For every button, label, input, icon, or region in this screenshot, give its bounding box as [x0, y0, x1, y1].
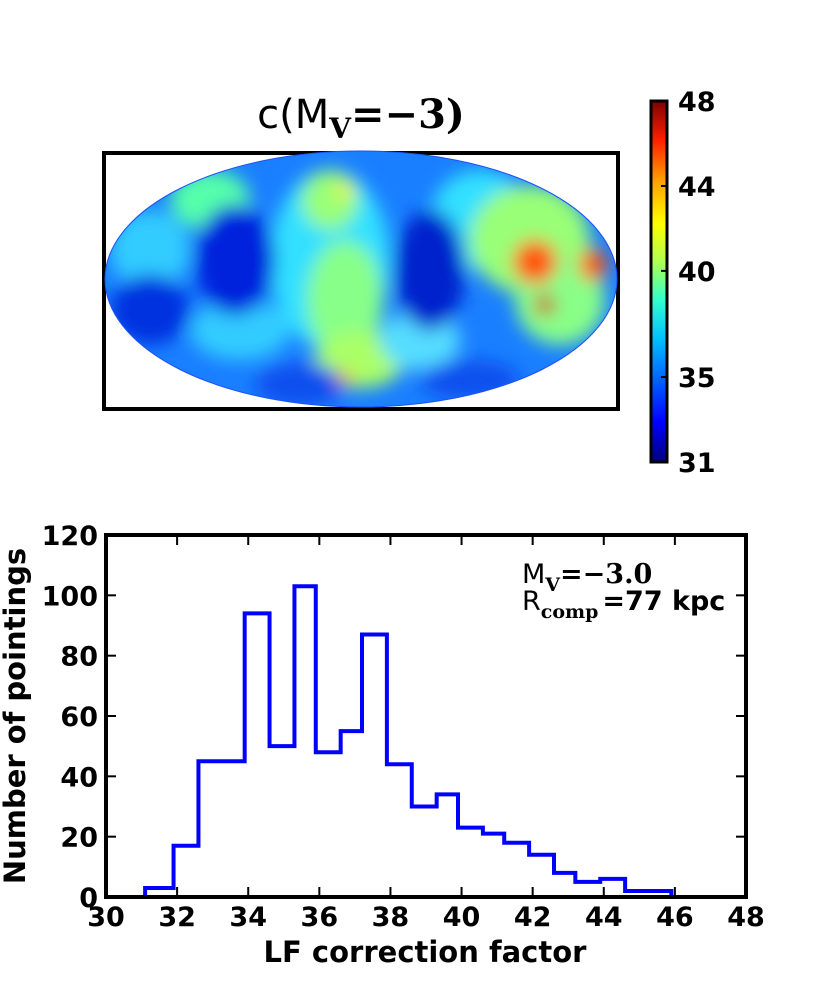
- y-tick-label: 20: [60, 823, 98, 854]
- colorbar-tick-label: 40: [678, 257, 716, 288]
- y-axis-label: Number of pointings: [0, 548, 32, 884]
- sky-map-field: [110, 170, 607, 407]
- colorbar-tick-label: 44: [678, 172, 716, 203]
- y-tick-label: 0: [79, 883, 98, 914]
- y-tick-label: 100: [42, 581, 98, 612]
- colorbar-gradient: [649, 99, 669, 464]
- x-axis-label: LF correction factor: [264, 935, 588, 969]
- histogram-bin: [270, 746, 295, 897]
- histogram-bin: [294, 586, 315, 897]
- y-tick-label: 80: [60, 642, 98, 673]
- x-tick-label: 44: [585, 902, 623, 933]
- sky-map: [105, 151, 617, 407]
- histogram-bin: [412, 807, 437, 898]
- x-tick-label: 40: [443, 902, 481, 933]
- x-tick-label: 38: [372, 902, 410, 933]
- histogram-panel: 30 32 34 36 38 40 42 44 46 48 0 20 40 60 80 100 120 LF c…: [0, 521, 765, 969]
- x-tick-label: 46: [656, 902, 694, 933]
- x-tick-label: 34: [229, 902, 267, 933]
- x-tick-label: 36: [301, 902, 339, 933]
- histogram-bin: [504, 843, 529, 897]
- annotation-magnitude: MV=−3.0: [522, 559, 652, 596]
- colorbar: 48 44 40 35 31: [649, 87, 716, 479]
- x-tick-label: 42: [514, 902, 552, 933]
- histogram-bin: [600, 879, 625, 897]
- histogram-bin: [316, 752, 341, 897]
- x-tick-label: 48: [727, 902, 765, 933]
- y-tick-label: 120: [42, 521, 98, 552]
- histogram-step-line: [143, 584, 674, 897]
- histogram-bin: [458, 828, 483, 897]
- sky-map-panel: c(MV=−3): [102, 87, 716, 479]
- histogram-bin: [198, 761, 244, 897]
- histogram-bin: [529, 855, 554, 897]
- y-tick-label: 60: [60, 702, 98, 733]
- histogram-bin: [483, 834, 504, 897]
- histogram-bin: [174, 846, 199, 897]
- histogram-bin: [341, 731, 362, 897]
- colorbar-tick-label: 48: [678, 87, 716, 118]
- histogram-bin: [362, 635, 387, 897]
- annotation-radius: Rcomp =77 kpc: [522, 586, 725, 623]
- histogram-frame: [104, 533, 748, 899]
- x-tick-label: 30: [87, 902, 125, 933]
- colorbar-tick-label: 31: [678, 448, 716, 479]
- histogram-annotation: MV=−3.0 Rcomp =77 kpc: [522, 559, 725, 623]
- colorbar-tick-label: 35: [678, 363, 716, 394]
- histogram-bin: [554, 873, 575, 897]
- histogram-bin: [387, 764, 412, 897]
- y-tick-label: 40: [60, 762, 98, 793]
- histogram-bin: [575, 882, 600, 897]
- histogram-bin: [437, 794, 458, 897]
- histogram-bin: [245, 613, 270, 897]
- x-tick-label: 32: [158, 902, 196, 933]
- map-title: c(MV=−3): [257, 91, 465, 145]
